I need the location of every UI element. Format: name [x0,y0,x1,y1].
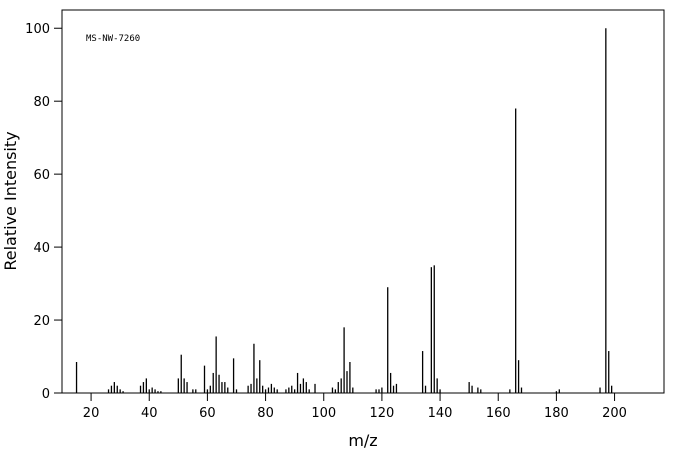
y-tick-label: 20 [33,314,50,329]
y-tick-label: 80 [33,95,50,110]
x-tick-label: 100 [311,406,336,421]
y-tick-label: 100 [25,22,50,37]
x-tick-label: 60 [199,406,216,421]
x-tick-label: 80 [257,406,274,421]
x-tick-label: 120 [369,406,394,421]
x-tick-label: 20 [83,406,100,421]
y-tick-label: 0 [42,387,50,402]
annotation: MS-NW-7260 [86,34,140,44]
x-tick-label: 180 [544,406,569,421]
x-tick-label: 140 [428,406,453,421]
y-tick-label: 40 [33,241,50,256]
y-axis-label: Relative Intensity [1,131,20,270]
x-tick-label: 40 [141,406,158,421]
x-tick-label: 200 [602,406,627,421]
x-axis-label: m/z [348,431,377,450]
x-tick-label: 160 [486,406,511,421]
y-tick-label: 60 [33,168,50,183]
plot-frame [61,9,665,394]
